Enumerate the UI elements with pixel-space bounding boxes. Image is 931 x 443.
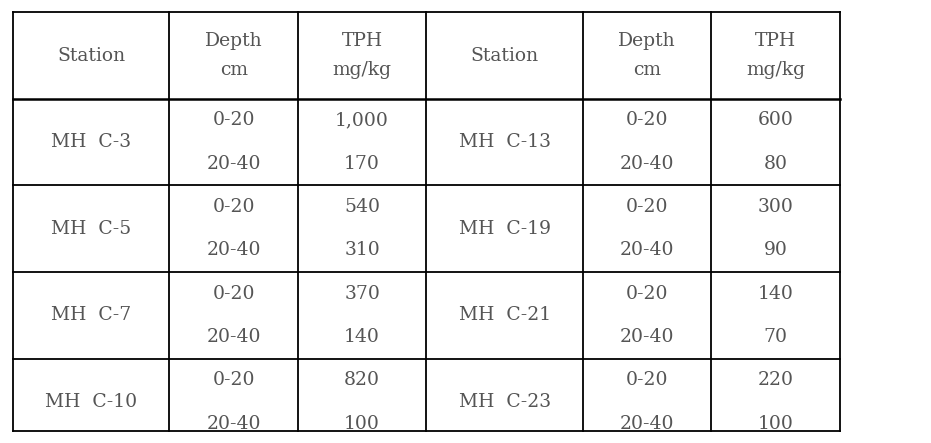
Text: 0-20: 0-20 — [212, 198, 255, 216]
Text: 20-40: 20-40 — [207, 241, 261, 260]
Text: 540: 540 — [344, 198, 380, 216]
Text: MH  C-19: MH C-19 — [459, 220, 550, 238]
Text: 0-20: 0-20 — [626, 285, 668, 303]
Text: 20-40: 20-40 — [620, 155, 674, 173]
Text: 20-40: 20-40 — [620, 415, 674, 433]
Text: 20-40: 20-40 — [207, 328, 261, 346]
Text: 300: 300 — [758, 198, 793, 216]
Text: TPH
mg/kg: TPH mg/kg — [746, 32, 805, 79]
Text: Depth
cm: Depth cm — [205, 32, 263, 79]
Text: 70: 70 — [763, 328, 788, 346]
Text: 310: 310 — [344, 241, 380, 260]
Text: Station: Station — [57, 47, 126, 65]
Text: 90: 90 — [763, 241, 788, 260]
Text: MH  C-13: MH C-13 — [459, 133, 550, 151]
Text: 140: 140 — [344, 328, 380, 346]
Text: 20-40: 20-40 — [620, 328, 674, 346]
Text: 170: 170 — [344, 155, 380, 173]
Text: TPH
mg/kg: TPH mg/kg — [332, 32, 392, 79]
Text: 0-20: 0-20 — [212, 112, 255, 129]
Text: Depth
cm: Depth cm — [618, 32, 676, 79]
Text: MH  C-3: MH C-3 — [51, 133, 131, 151]
Text: 0-20: 0-20 — [212, 371, 255, 389]
Text: 100: 100 — [758, 415, 793, 433]
Text: Station: Station — [470, 47, 539, 65]
Text: 20-40: 20-40 — [207, 155, 261, 173]
Text: MH  C-21: MH C-21 — [459, 307, 550, 324]
Text: 0-20: 0-20 — [626, 198, 668, 216]
Text: 370: 370 — [344, 285, 380, 303]
Text: MH  C-10: MH C-10 — [46, 393, 137, 411]
Text: MH  C-7: MH C-7 — [51, 307, 131, 324]
Text: 600: 600 — [758, 112, 793, 129]
Text: 100: 100 — [344, 415, 380, 433]
Text: 80: 80 — [763, 155, 788, 173]
Text: MH  C-5: MH C-5 — [51, 220, 131, 238]
Text: 820: 820 — [344, 371, 380, 389]
Text: 1,000: 1,000 — [335, 112, 389, 129]
Text: 220: 220 — [758, 371, 793, 389]
Text: 0-20: 0-20 — [626, 112, 668, 129]
Text: MH  C-23: MH C-23 — [459, 393, 550, 411]
Text: 20-40: 20-40 — [207, 415, 261, 433]
Text: 0-20: 0-20 — [626, 371, 668, 389]
Text: 0-20: 0-20 — [212, 285, 255, 303]
Text: 20-40: 20-40 — [620, 241, 674, 260]
Text: 140: 140 — [758, 285, 793, 303]
